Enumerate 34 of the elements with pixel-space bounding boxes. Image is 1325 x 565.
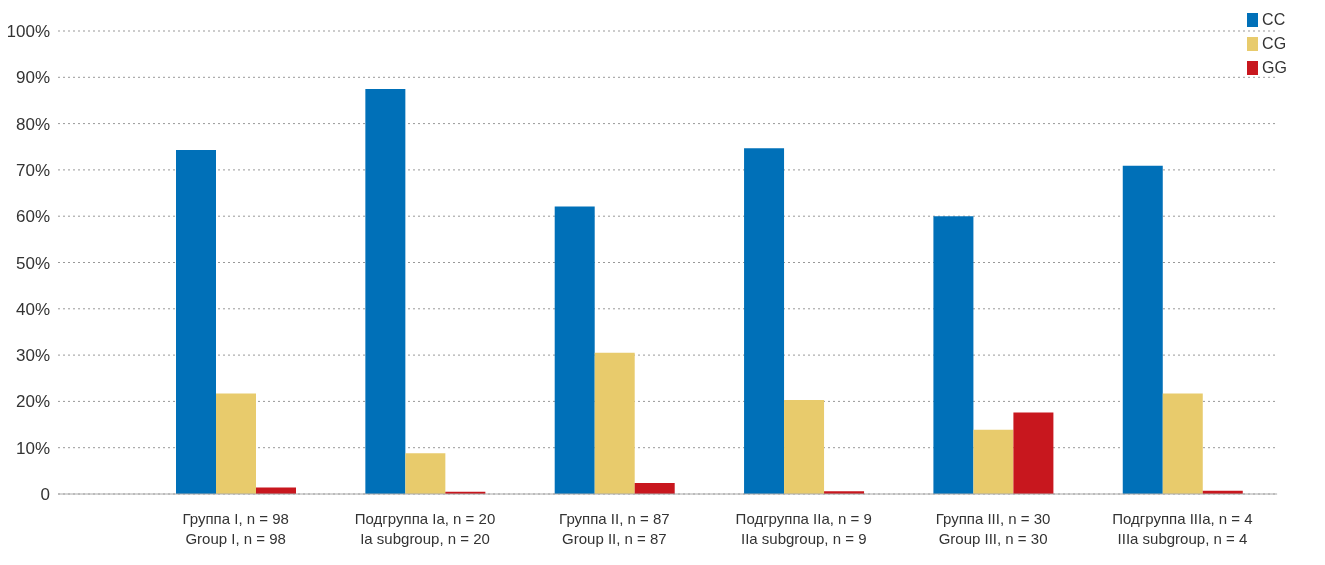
x-tick-label: Подгруппа IIa, n = 9 IIa subgroup, n = 9 xyxy=(735,510,872,547)
bar xyxy=(594,352,635,494)
y-tick-label: 30% xyxy=(15,346,50,366)
y-tick-label: 0 xyxy=(40,485,50,505)
x-tick-label: Группа III, n = 30 Group III, n = 30 xyxy=(935,510,1051,547)
bar xyxy=(933,216,974,494)
bar xyxy=(365,88,406,494)
bar xyxy=(1122,165,1163,494)
bar xyxy=(1013,412,1054,494)
bar xyxy=(744,148,785,494)
y-tick-label: 60% xyxy=(15,207,50,227)
bar xyxy=(634,482,675,494)
bar xyxy=(176,149,216,494)
y-tick-label: 50% xyxy=(15,253,50,273)
y-tick-label: 80% xyxy=(15,114,50,134)
x-tick-label: Группа I, n = 98 Group I, n = 98 xyxy=(182,510,289,547)
legend-label: GG xyxy=(1262,59,1287,77)
x-tick-label: Подгруппа Ia, n = 20 Ia subgroup, n = 20 xyxy=(354,510,496,547)
bar xyxy=(216,393,256,494)
y-tick-label: 70% xyxy=(15,160,50,180)
x-tick-label: Группа II, n = 87 Group II, n = 87 xyxy=(559,510,670,547)
legend-label: CG xyxy=(1262,35,1287,53)
bar xyxy=(405,453,446,494)
bar xyxy=(554,206,595,494)
bar xyxy=(973,429,1014,494)
y-tick-label: 90% xyxy=(15,68,50,88)
y-tick-label: 20% xyxy=(15,392,50,412)
y-tick-label: 40% xyxy=(15,299,50,319)
legend-label: CC xyxy=(1262,11,1286,29)
y-tick-label: 100% xyxy=(6,22,50,42)
bar xyxy=(784,400,825,494)
x-tick-label: Подгруппа IIIa, n = 4 IIIa subgroup, n = 4 xyxy=(1112,510,1253,547)
bar xyxy=(1162,393,1203,494)
y-tick-label: 10% xyxy=(15,438,50,458)
